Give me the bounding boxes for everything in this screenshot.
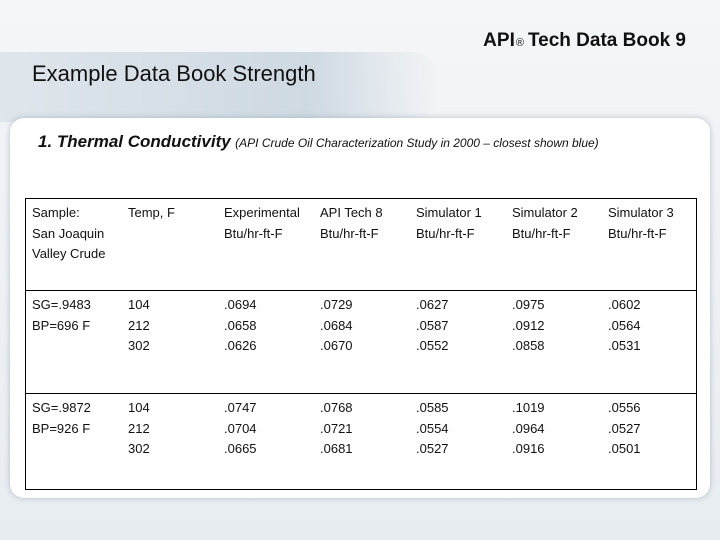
slide-title: API® Tech Data Book 9 — [483, 30, 686, 52]
table-cell: .0585 .0554 .0527 — [410, 394, 506, 491]
cell-line: .0585 — [416, 400, 449, 415]
cell-line: Btu/hr-ft-F — [608, 225, 667, 241]
section-heading: 1. Thermal Conductivity (API Crude Oil C… — [38, 132, 599, 152]
cell-line: .0858 — [512, 338, 545, 353]
cell-line: BP=926 F — [32, 420, 91, 436]
table-cell: .0627 .0587 .0552 — [410, 291, 506, 394]
cell-line: .0975 — [512, 297, 545, 312]
content-panel — [10, 118, 710, 498]
cell-line: Btu/hr-ft-F — [416, 225, 475, 241]
cell-line: .0684 — [320, 317, 353, 333]
cell-line: .0721 — [320, 420, 353, 436]
table-cell: 104 212 302 — [122, 291, 218, 394]
table-cell: .0729 .0684 .0670 — [314, 291, 410, 394]
cell-line: .0564 — [608, 317, 641, 333]
cell-line: Btu/hr-ft-F — [512, 225, 571, 241]
title-prefix: API — [483, 30, 515, 51]
cell-line: .0768 — [320, 400, 353, 415]
cell-line: 212 — [128, 317, 150, 333]
cell-line: .0527 — [608, 420, 641, 436]
cell-line: .0587 — [416, 317, 449, 333]
cell-line: .0627 — [416, 297, 449, 312]
title-mark: ® — [515, 37, 524, 49]
heading-note: (API Crude Oil Characterization Study in… — [235, 136, 599, 150]
cell-line: Valley Crude — [32, 246, 106, 261]
cell-line: .0964 — [512, 420, 545, 436]
row-divider — [26, 290, 696, 291]
header-cell: Experimental Btu/hr-ft-F — [218, 199, 314, 291]
cell-line: .0658 — [224, 317, 257, 333]
table-cell: 104 212 302 — [122, 394, 218, 491]
cell-line: 302 — [128, 338, 150, 353]
cell-line: Sample: — [32, 205, 80, 220]
cell-line: .0602 — [608, 297, 641, 312]
cell-line: Btu/hr-ft-F — [320, 225, 379, 241]
table-cell: .0975 .0912 .0858 — [506, 291, 602, 394]
cell-line: .0747 — [224, 400, 257, 415]
header-cell: Temp, F — [122, 199, 218, 291]
cell-line: .0626 — [224, 338, 257, 353]
cell-line: SG=.9483 — [32, 297, 91, 312]
table-cell: .0602 .0564 .0531 — [602, 291, 698, 394]
cell-line: 104 — [128, 400, 150, 415]
cell-line: SG=.9872 — [32, 400, 91, 415]
cell-line: Btu/hr-ft-F — [224, 225, 283, 241]
cell-line: Temp, F — [128, 205, 175, 220]
cell-line: API Tech 8 — [320, 205, 383, 220]
data-table: Sample: San Joaquin Valley Crude Temp, F Exp… — [25, 198, 697, 490]
table-cell: SG=.9872 BP=926 F — [26, 394, 122, 491]
cell-line: .0694 — [224, 297, 257, 312]
cell-line: .0704 — [224, 420, 257, 436]
cell-line: .0681 — [320, 441, 353, 456]
header-cell: Simulator 1 Btu/hr-ft-F — [410, 199, 506, 291]
table-cell: .0694 .0658 .0626 — [218, 291, 314, 394]
row-divider — [26, 393, 696, 394]
cell-line: San Joaquin — [32, 225, 105, 241]
cell-line: .0531 — [608, 338, 641, 353]
cell-line: 104 — [128, 297, 150, 312]
title-rest: Tech Data Book 9 — [527, 30, 686, 51]
table-cell: .1019 .0964 .0916 — [506, 394, 602, 491]
cell-line: 212 — [128, 420, 150, 436]
table-cell: .0747 .0704 .0665 — [218, 394, 314, 491]
header-cell: Sample: San Joaquin Valley Crude — [26, 199, 122, 291]
cell-line: .0670 — [320, 338, 353, 353]
cell-line: .0556 — [608, 400, 641, 415]
cell-line: Experimental — [224, 205, 300, 220]
cell-line: Simulator 3 — [608, 205, 674, 220]
cell-line: 302 — [128, 441, 150, 456]
cell-line: .1019 — [512, 400, 545, 415]
cell-line: .0665 — [224, 441, 257, 456]
cell-line: .0527 — [416, 441, 449, 456]
cell-line: .0552 — [416, 338, 449, 353]
table-cell: .0556 .0527 .0501 — [602, 394, 698, 491]
table-cell: SG=.9483 BP=696 F — [26, 291, 122, 394]
header-cell: API Tech 8 Btu/hr-ft-F — [314, 199, 410, 291]
cell-line: .0729 — [320, 297, 353, 312]
cell-line: .0501 — [608, 441, 641, 456]
slide-subtitle: Example Data Book Strength — [32, 61, 316, 86]
cell-line: .0912 — [512, 317, 545, 333]
header-cell: Simulator 2 Btu/hr-ft-F — [506, 199, 602, 291]
table-cell: .0768 .0721 .0681 — [314, 394, 410, 491]
cell-line: BP=696 F — [32, 317, 91, 333]
cell-line: Simulator 1 — [416, 205, 482, 220]
header-band — [0, 52, 440, 122]
cell-line: Simulator 2 — [512, 205, 578, 220]
cell-line: .0916 — [512, 441, 545, 456]
header-cell: Simulator 3 Btu/hr-ft-F — [602, 199, 698, 291]
heading-text: 1. Thermal Conductivity — [38, 132, 231, 151]
cell-line: .0554 — [416, 420, 449, 436]
